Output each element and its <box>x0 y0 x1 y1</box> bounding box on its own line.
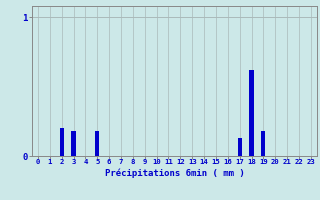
Bar <box>250 70 254 156</box>
Bar <box>71 131 76 156</box>
Bar <box>60 128 64 156</box>
Bar <box>261 131 266 156</box>
Bar <box>95 131 99 156</box>
X-axis label: Précipitations 6min ( mm ): Précipitations 6min ( mm ) <box>105 168 244 178</box>
Bar <box>237 138 242 156</box>
